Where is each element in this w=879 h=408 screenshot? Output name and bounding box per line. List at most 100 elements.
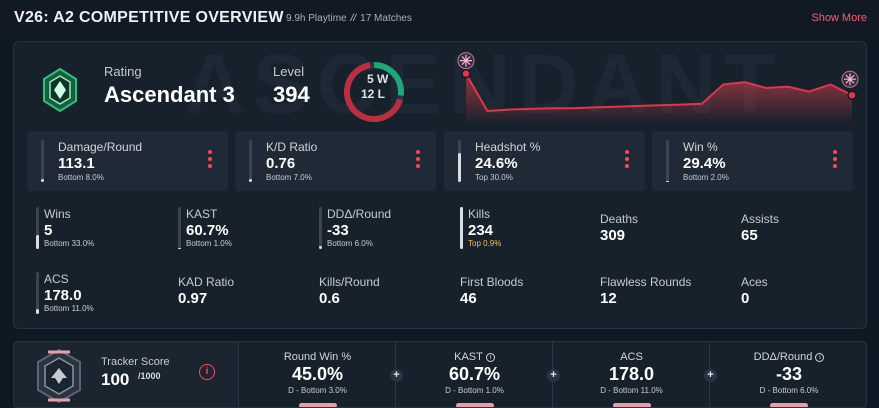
level-label: Level (273, 64, 305, 79)
tracker-score-bar: Tracker Score 100 /1000 i Round Win % 45… (13, 341, 867, 408)
add-icon[interactable]: + (704, 369, 717, 382)
page-title: V26: A2 COMPETITIVE OVERVIEW (14, 9, 284, 26)
ascendant-rank-icon (43, 67, 77, 113)
stat-percentile: Bottom 33.0% (44, 239, 95, 248)
stat-value: 309 (600, 227, 626, 244)
info-icon[interactable]: i (485, 353, 495, 362)
rating-trend-chart (457, 52, 859, 124)
rating-trend-line (465, 73, 853, 113)
stat-label: Flawless Rounds (600, 275, 692, 289)
info-icon[interactable]: i (199, 364, 215, 380)
wins-count: 5 W (367, 72, 389, 86)
card-percentile: Bottom 2.0% (683, 173, 729, 182)
grade-indicator (298, 403, 337, 407)
bottom-stat-label: ACS (620, 351, 643, 363)
bottom-stat-value: 45.0% (291, 364, 344, 384)
percentile-bar (36, 207, 39, 249)
stat-label: ACS (44, 272, 69, 286)
bottom-stat-value: -33 (775, 364, 802, 384)
stat-label: KAST (186, 207, 218, 221)
grade-indicator (455, 403, 494, 407)
more-options-icon[interactable] (208, 150, 212, 168)
percentile-bar (666, 140, 669, 182)
stat-value: 0.6 (319, 290, 340, 307)
card-label: Headshot % (475, 140, 541, 154)
stat-percentile: Top 0.9% (468, 239, 502, 248)
percentile-bar (36, 272, 39, 314)
stat-value: 65 (741, 227, 758, 244)
losses-count: 12 L (361, 87, 386, 101)
bottom-stat-acs: ACS 178.0 D - Bottom 11.0% (554, 342, 710, 407)
rating-trend-area (466, 73, 852, 124)
stat-value: 178.0 (44, 287, 82, 304)
card-label: K/D Ratio (266, 140, 318, 154)
card-label: Damage/Round (58, 140, 143, 154)
win-arc (344, 62, 404, 122)
stat-assists: Assists 65 (741, 212, 866, 254)
grade-indicator (770, 403, 808, 407)
stat-label: Aces (741, 275, 768, 289)
overview-panel: ASCENDANT Rating Ascendant 3 Level 394 5… (13, 41, 867, 329)
stat-kills: Kills 234 Top 0.9% (460, 207, 590, 249)
bottom-stat-grade: D - Bottom 1.0% (445, 386, 504, 395)
bottom-stat-value: 60.7% (448, 364, 501, 384)
match-count: 17 Matches (360, 13, 412, 24)
win-loss-ring (344, 62, 404, 122)
percentile-bar (460, 207, 463, 249)
add-icon[interactable]: + (547, 369, 560, 382)
percentile-bar (178, 207, 181, 249)
stat-label: Assists (741, 212, 780, 226)
stat-percentile: Bottom 11.0% (44, 304, 94, 313)
trend-end-rank-icon (841, 70, 859, 88)
stat-value: 234 (468, 222, 494, 239)
stat-label: KAD Ratio (178, 275, 235, 289)
card-value: 29.4% (683, 155, 726, 172)
highlight-card-kd-ratio: K/D Ratio 0.76 Bottom 7.0% (235, 131, 436, 191)
percentile-bar (249, 140, 252, 182)
tracker-score-label: Tracker Score (101, 356, 170, 368)
stat-acs: ACS 178.0 Bottom 11.0% (36, 272, 166, 314)
tracker-score-section: Tracker Score 100 /1000 i (14, 342, 239, 407)
grade-indicator (612, 403, 651, 407)
stat-kast: KAST 60.7% Bottom 1.0% (178, 207, 308, 249)
bottom-stat-grade: D - Bottom 6.0% (759, 386, 819, 395)
stat-value: 60.7% (186, 222, 229, 239)
stat-label: Wins (44, 207, 71, 221)
card-percentile: Top 30.0% (475, 173, 513, 182)
meta-separator: // (350, 13, 357, 24)
card-percentile: Bottom 8.0% (58, 173, 104, 182)
card-label: Win % (683, 140, 718, 154)
show-more-link[interactable]: Show More (811, 12, 867, 24)
info-icon[interactable]: i (815, 353, 825, 362)
stat-first-bloods: First Bloods 46 (460, 275, 590, 317)
stat-aces: Aces 0 (741, 275, 866, 317)
add-icon[interactable]: + (390, 369, 403, 382)
stat-label: Deaths (600, 212, 639, 226)
stat-value: 46 (460, 290, 477, 307)
stat-label: DDΔ/Round (327, 207, 392, 221)
trend-start-rank-icon (457, 52, 475, 70)
trend-end-point (847, 90, 857, 100)
more-options-icon[interactable] (416, 150, 420, 168)
tracker-score-max: /1000 (138, 371, 161, 381)
bottom-stat-dd-delta: DDΔ/Round i -33 D - Bottom 6.0% (711, 342, 866, 407)
more-options-icon[interactable] (625, 150, 629, 168)
percentile-bar (41, 140, 44, 182)
percentile-bar (458, 140, 461, 182)
bottom-stat-grade: D - Bottom 11.0% (600, 386, 663, 395)
stat-label: Kills (468, 207, 491, 221)
level-value: 394 (273, 82, 310, 107)
stat-deaths: Deaths 309 (600, 212, 730, 254)
stat-kad-ratio: KAD Ratio 0.97 (178, 275, 308, 317)
card-value: 113.1 (58, 155, 95, 172)
header-meta: 9.9h Playtime//17 Matches (286, 13, 412, 24)
card-value: 24.6% (475, 155, 518, 172)
stat-flawless-rounds: Flawless Rounds 12 (600, 275, 730, 317)
rating-value: Ascendant 3 (104, 82, 235, 107)
more-options-icon[interactable] (833, 150, 837, 168)
rating-label: Rating (104, 64, 142, 79)
stat-dd-delta-round: DDΔ/Round -33 Bottom 6.0% (319, 207, 449, 249)
stat-kills-round: Kills/Round 0.6 (319, 275, 449, 317)
card-percentile: Bottom 7.0% (266, 173, 312, 182)
stat-wins: Wins 5 Bottom 33.0% (36, 207, 166, 249)
